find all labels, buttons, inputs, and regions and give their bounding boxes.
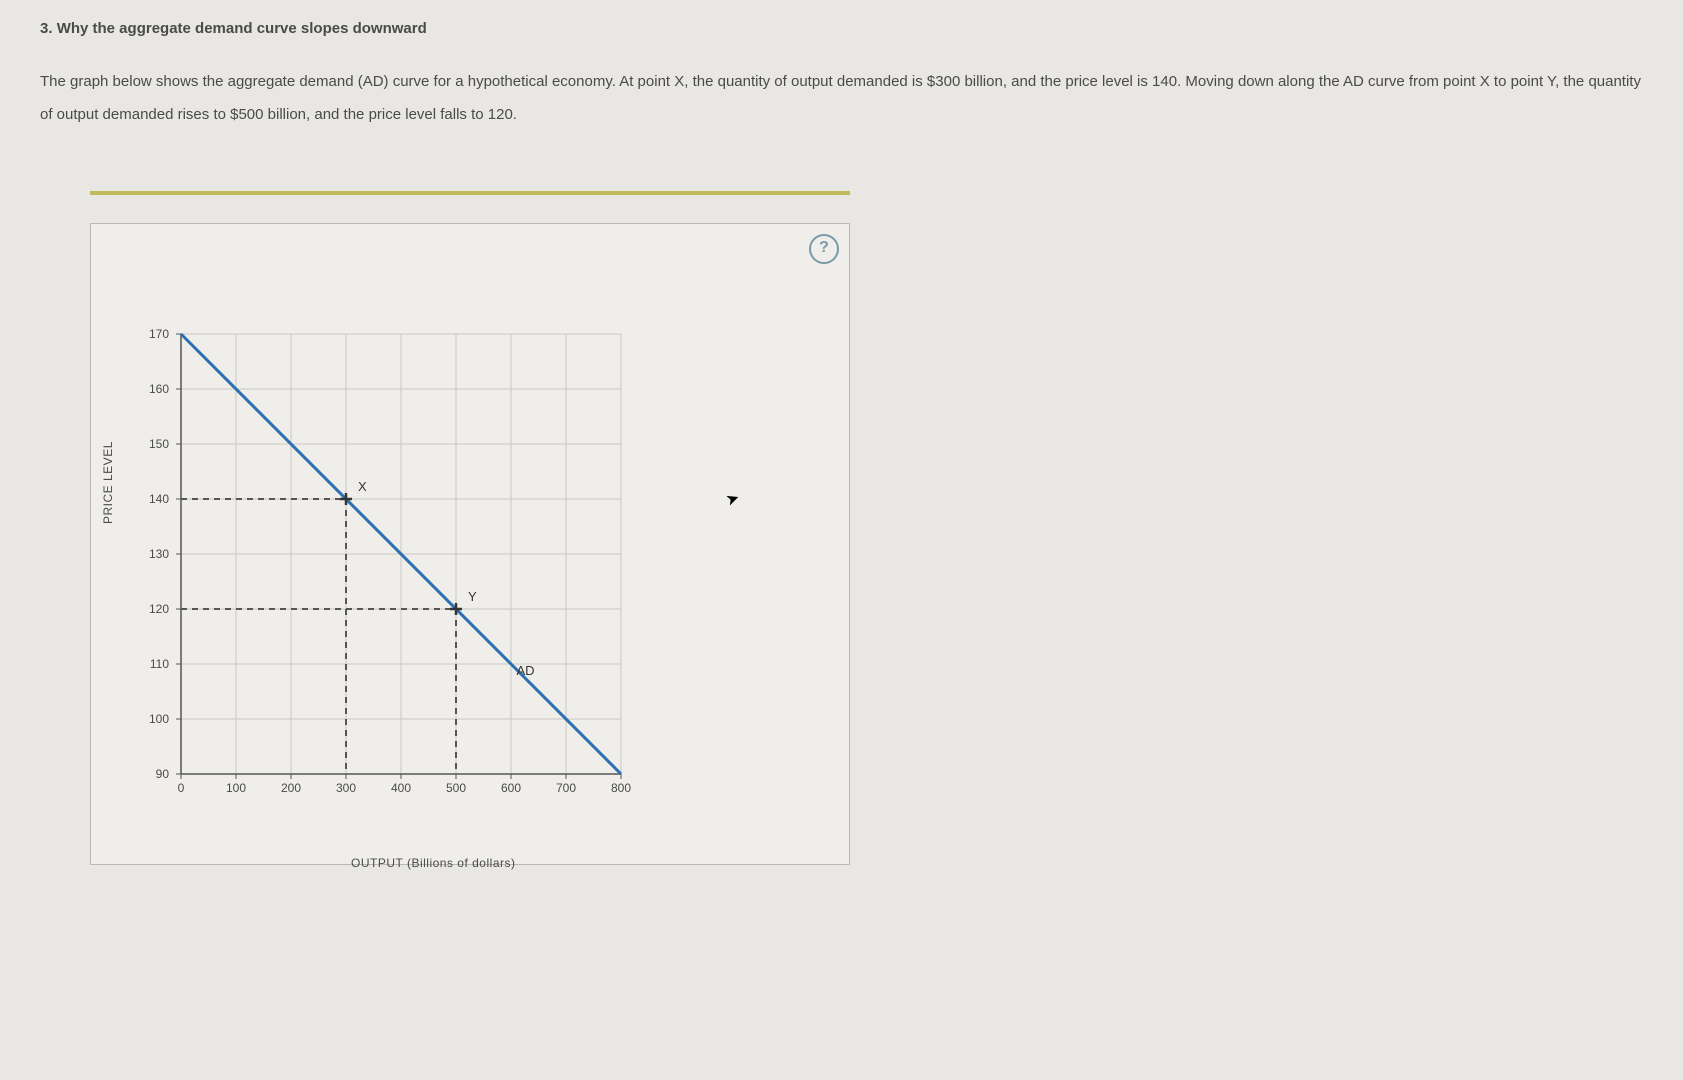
ad-line-label: AD xyxy=(517,663,535,678)
help-icon[interactable]: ? xyxy=(809,234,839,264)
question-title-text: Why the aggregate demand curve slopes do… xyxy=(57,20,427,37)
y-tick-label: 150 xyxy=(149,437,169,451)
y-tick-label: 110 xyxy=(150,657,169,671)
question-description: The graph below shows the aggregate dema… xyxy=(40,65,1643,131)
y-tick-label: 140 xyxy=(149,492,169,506)
x-tick-label: 300 xyxy=(336,781,356,795)
marker-label-Y: Y xyxy=(468,589,477,604)
x-tick-label: 700 xyxy=(556,781,576,795)
y-tick-label: 90 xyxy=(156,767,170,781)
x-tick-label: 200 xyxy=(281,781,301,795)
divider xyxy=(90,191,850,195)
y-axis-label: PRICE LEVEL xyxy=(101,441,115,524)
y-tick-label: 170 xyxy=(149,327,169,341)
y-tick-label: 130 xyxy=(149,547,169,561)
chart-block: ? PRICE LEVEL 0 100 200 300 400 500 600 700 800 9… xyxy=(90,191,850,865)
y-tick-label: 160 xyxy=(149,382,169,396)
x-tick-label: 600 xyxy=(501,781,521,795)
y-tick-label: 100 xyxy=(149,712,169,726)
plot-area[interactable]: 0 100 200 300 400 500 600 700 800 90 100 110 120 130 1… xyxy=(121,324,631,809)
marker-label-X: X xyxy=(358,479,367,494)
chart-svg: 0 100 200 300 400 500 600 700 800 90 100 110 120 130 1… xyxy=(121,324,631,804)
y-tick-label: 120 xyxy=(149,602,169,616)
x-tick-label: 100 xyxy=(226,781,246,795)
x-tick-label: 800 xyxy=(611,781,631,795)
question-number: 3. xyxy=(40,20,53,37)
chart-frame: ? PRICE LEVEL 0 100 200 300 400 500 600 700 800 9… xyxy=(90,223,850,865)
x-tick-label: 400 xyxy=(391,781,411,795)
x-axis-label: OUTPUT (Billions of dollars) xyxy=(351,856,515,870)
x-tick-label: 500 xyxy=(446,781,466,795)
x-tick-label: 0 xyxy=(178,781,185,795)
question-title: 3. Why the aggregate demand curve slopes… xyxy=(40,20,1643,37)
cursor-icon: ➤ xyxy=(723,487,742,510)
